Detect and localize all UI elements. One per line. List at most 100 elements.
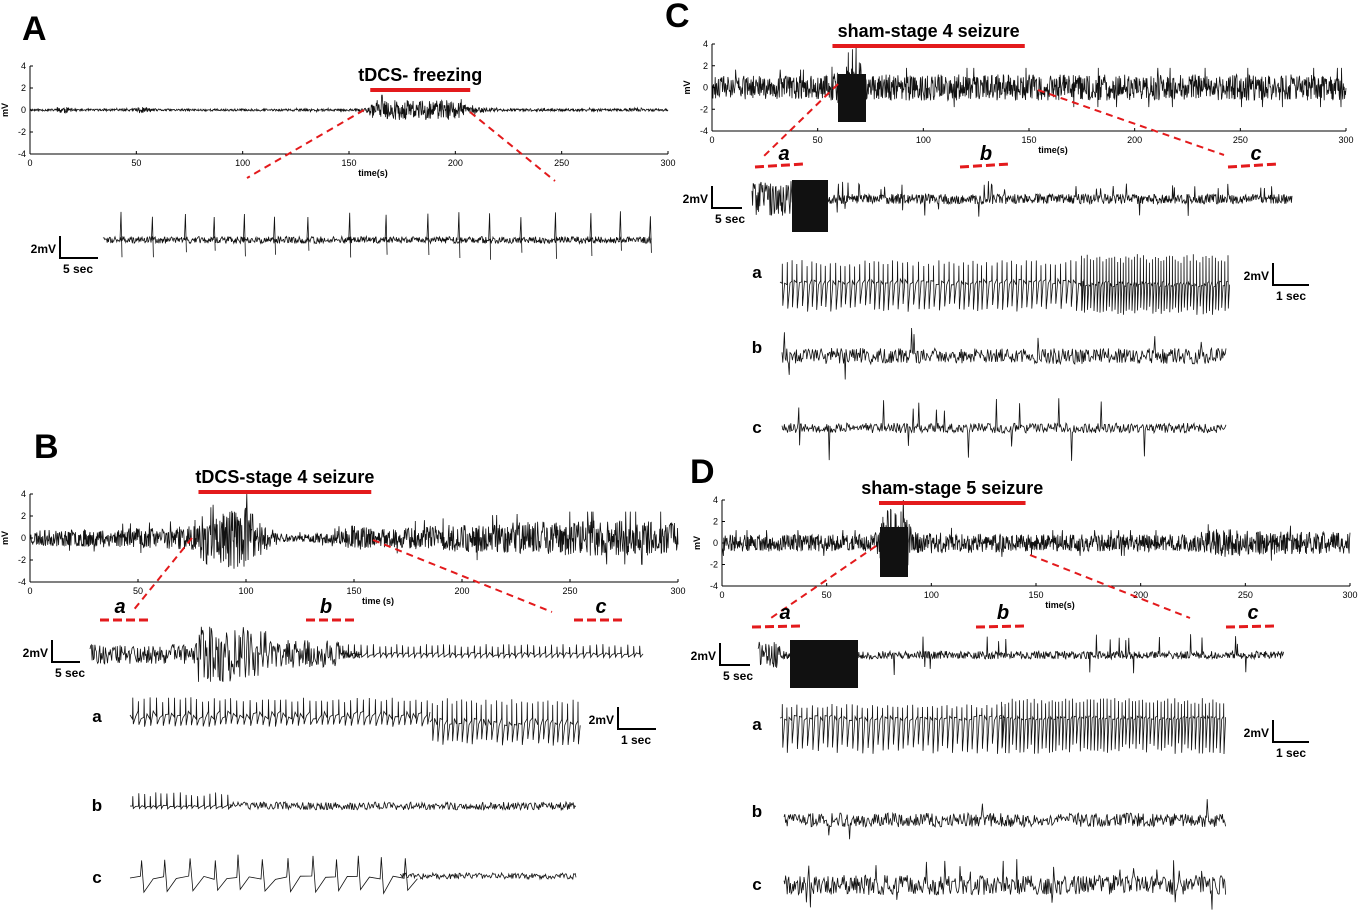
segment-label: a — [779, 602, 790, 624]
expanded-spikes — [119, 211, 652, 260]
y-axis-label: mV — [692, 536, 702, 550]
segment-label: b — [320, 596, 332, 618]
x-axis-label: time(s) — [1038, 145, 1068, 155]
y-tick-label: 4 — [21, 489, 26, 499]
scale-bar-time-label: 5 sec — [63, 262, 93, 276]
x-tick-label: 50 — [131, 158, 141, 168]
x-tick-label: 0 — [27, 158, 32, 168]
panel-letter: C — [665, 0, 690, 35]
segment-label: a — [778, 143, 789, 165]
scale-bar-voltage-label: 2mV — [683, 192, 708, 206]
scale-bar-time-label: 1 sec — [1276, 289, 1306, 303]
segment-row-label: b — [752, 338, 762, 357]
zoom-line-right — [469, 111, 556, 182]
expanded-seizure-burst — [792, 180, 828, 232]
x-tick-label: 50 — [822, 590, 832, 600]
zoom-line-left — [763, 83, 839, 157]
zoom-line-right — [1029, 554, 1191, 619]
x-tick-label: 0 — [709, 135, 714, 145]
x-tick-label: 300 — [670, 586, 685, 596]
segment-marker — [975, 624, 1027, 629]
zoom-line-left — [246, 109, 365, 179]
event-label: sham-stage 5 seizure — [861, 478, 1043, 498]
segment-c-trace — [129, 854, 577, 895]
x-tick-label: 0 — [719, 590, 724, 600]
x-tick-label: 250 — [554, 158, 569, 168]
zoom-line-right — [372, 539, 553, 613]
y-tick-label: -2 — [18, 555, 26, 565]
segment-b-trace — [781, 327, 1227, 380]
segment-label: b — [997, 602, 1009, 624]
x-tick-label: 250 — [562, 586, 577, 596]
scale-bar-voltage-label: 2mV — [691, 649, 716, 663]
expanded-seizure-burst — [790, 640, 858, 688]
x-tick-label: 0 — [27, 586, 32, 596]
segment-row-label: c — [92, 868, 101, 887]
scale-bar — [719, 643, 750, 666]
y-tick-label: 0 — [21, 105, 26, 115]
segment-label: c — [595, 596, 606, 618]
x-tick-label: 150 — [341, 158, 356, 168]
scale-bar-voltage-label: 2mV — [31, 242, 56, 256]
x-tick-label: 200 — [1133, 590, 1148, 600]
segment-marker — [751, 624, 803, 629]
x-tick-label: 150 — [346, 586, 361, 596]
zoom-line-left — [131, 537, 193, 613]
segment-label: b — [980, 143, 992, 165]
scale-bar-time-label: 5 sec — [55, 666, 85, 680]
scale-bar — [1272, 720, 1309, 743]
segment-marker — [1227, 162, 1279, 169]
segment-a-trace — [779, 254, 1230, 315]
segment-label: c — [1247, 602, 1258, 624]
y-tick-label: 0 — [21, 533, 26, 543]
expanded-trace — [89, 626, 360, 682]
y-tick-label: 4 — [21, 61, 26, 71]
x-tick-label: 300 — [660, 158, 675, 168]
zoom-line-right — [1037, 89, 1225, 156]
y-axis-label: mV — [0, 531, 10, 545]
panel-letter: A — [22, 10, 47, 48]
scale-bar-voltage-label: 2mV — [1244, 726, 1269, 740]
scale-bar — [51, 640, 80, 663]
segment-row-label: a — [752, 715, 762, 734]
scale-bar-voltage-label: 2mV — [23, 646, 48, 660]
scale-bar-voltage-label: 2mV — [1244, 269, 1269, 283]
overview-trace — [721, 499, 1351, 577]
x-tick-label: 200 — [448, 158, 463, 168]
x-tick-label: 300 — [1338, 135, 1353, 145]
scale-bar-voltage-label: 2mV — [589, 713, 614, 727]
panel-letter: D — [690, 453, 715, 491]
segment-marker — [754, 162, 804, 169]
x-tick-label: 200 — [1127, 135, 1142, 145]
scale-bar — [59, 236, 98, 259]
y-tick-label: 2 — [703, 61, 708, 71]
y-tick-label: 0 — [703, 83, 708, 93]
x-tick-label: 300 — [1342, 590, 1357, 600]
expanded-trace — [751, 181, 1293, 217]
segment-a-trace — [779, 698, 1226, 755]
scale-bar — [617, 707, 656, 730]
panel-letter: B — [34, 428, 59, 466]
x-tick-label: 100 — [238, 586, 253, 596]
scale-bar-time-label: 5 sec — [715, 212, 745, 226]
segment-row-label: c — [752, 875, 761, 894]
scale-bar-time-label: 1 sec — [621, 733, 651, 747]
zoom-line-left — [767, 545, 877, 621]
y-tick-label: 4 — [713, 495, 718, 505]
y-tick-label: 0 — [713, 538, 718, 548]
segment-row-label: b — [92, 796, 102, 815]
y-tick-label: -4 — [700, 126, 708, 136]
y-tick-label: 2 — [713, 517, 718, 527]
y-axis-label: mV — [0, 103, 10, 117]
x-tick-label: 250 — [1233, 135, 1248, 145]
x-tick-label: 50 — [813, 135, 823, 145]
segment-a-trace — [129, 697, 581, 746]
segment-c-trace — [783, 859, 1226, 910]
y-tick-label: -2 — [700, 104, 708, 114]
x-axis-label: time(s) — [1045, 600, 1075, 610]
scale-bar-time-label: 5 sec — [723, 669, 753, 683]
segment-row-label: a — [92, 707, 102, 726]
